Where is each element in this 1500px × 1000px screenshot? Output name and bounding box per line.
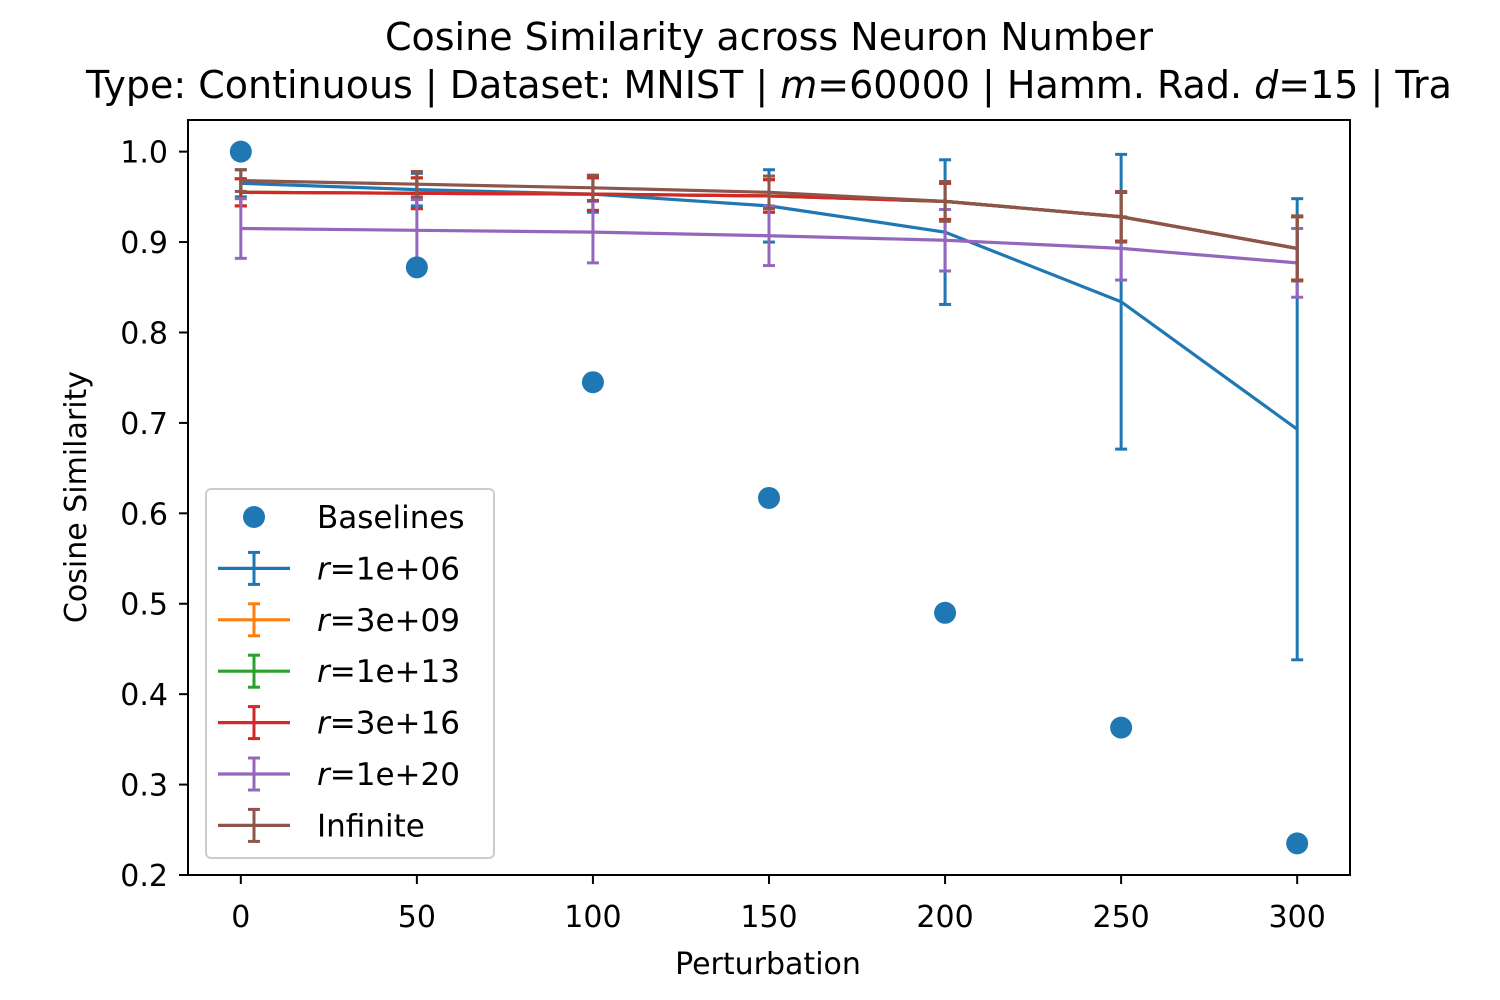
x-tick-label: 150: [740, 900, 797, 935]
legend: Baselinesr=1e+06r=3e+09r=1e+13r=3e+16r=1…: [205, 488, 495, 859]
series-layer: [234, 152, 1304, 662]
legend-label-var: r: [317, 551, 332, 587]
legend-label: Infinite: [317, 808, 425, 844]
baseline-point: [1286, 832, 1309, 855]
y-tick-label: 0.6: [120, 497, 168, 532]
baseline-point: [405, 256, 428, 279]
subtitle-part: m: [780, 63, 817, 107]
legend-label: r=1e+20: [317, 757, 460, 793]
chart-title: Cosine Similarity across Neuron Number: [385, 15, 1153, 59]
x-tick-label: 300: [1269, 900, 1326, 935]
y-tick-label: 0.8: [120, 316, 168, 351]
y-axis: 0.2 0.3 0.4 0.5 0.6 0.7 0.8 0.9 1.0: [120, 136, 188, 894]
legend-label: Baselines: [317, 500, 465, 536]
baseline-point: [934, 601, 957, 624]
subtitle-part: =15 | Tra: [1278, 63, 1452, 108]
baseline-point: [758, 486, 780, 509]
y-tick-label: 0.5: [120, 588, 168, 623]
legend-label-var: r: [317, 757, 332, 793]
chart-subtitle: Type: Continuous | Dataset: MNIST | m=60…: [85, 63, 1452, 108]
legend-label-value: =3e+16: [330, 706, 460, 742]
series-group: [234, 168, 1304, 283]
baseline-point: [229, 140, 252, 163]
y-tick-label: 0.9: [120, 226, 168, 261]
legend-label: r=3e+09: [317, 603, 460, 639]
legend-box: [205, 488, 495, 859]
x-tick-label: 100: [564, 900, 621, 935]
legend-label-value: =1e+13: [330, 654, 460, 690]
x-tick-label: 250: [1092, 900, 1149, 935]
baseline-point: [581, 371, 604, 394]
y-tick-label: 0.4: [120, 678, 168, 713]
legend-marker: [243, 506, 265, 528]
subtitle-part: =60000 | Hamm. Rad.: [817, 63, 1254, 108]
legend-label: r=1e+06: [317, 551, 460, 587]
legend-label: r=1e+13: [317, 654, 460, 690]
legend-label-value: =1e+20: [330, 757, 460, 793]
baseline-points: [229, 140, 1309, 855]
y-tick-label: 0.3: [120, 769, 168, 804]
y-tick-label: 1.0: [120, 136, 168, 171]
legend-label-var: r: [317, 603, 332, 639]
x-axis: 0 50 100 150 200 250 300: [231, 875, 1326, 935]
subtitle-part: Type: Continuous | Dataset: MNIST |: [85, 63, 780, 108]
x-tick-label: 200: [916, 900, 973, 935]
x-tick-label: 50: [398, 900, 436, 935]
y-tick-label: 0.2: [120, 859, 168, 894]
legend-label: r=3e+16: [317, 706, 460, 742]
subtitle-part: d: [1254, 63, 1279, 107]
legend-label-value: =1e+06: [330, 551, 460, 587]
legend-label-var: r: [317, 654, 332, 690]
legend-label-var: r: [317, 706, 332, 742]
y-tick-label: 0.7: [120, 407, 168, 442]
x-axis-label: Perturbation: [675, 947, 861, 982]
y-axis-label: Cosine Similarity: [59, 371, 94, 623]
x-tick-label: 0: [231, 900, 250, 935]
baseline-point: [1110, 716, 1133, 739]
legend-label-value: Infinite: [317, 808, 425, 844]
series-group: [234, 197, 1304, 299]
legend-label-value: =3e+09: [330, 603, 460, 639]
